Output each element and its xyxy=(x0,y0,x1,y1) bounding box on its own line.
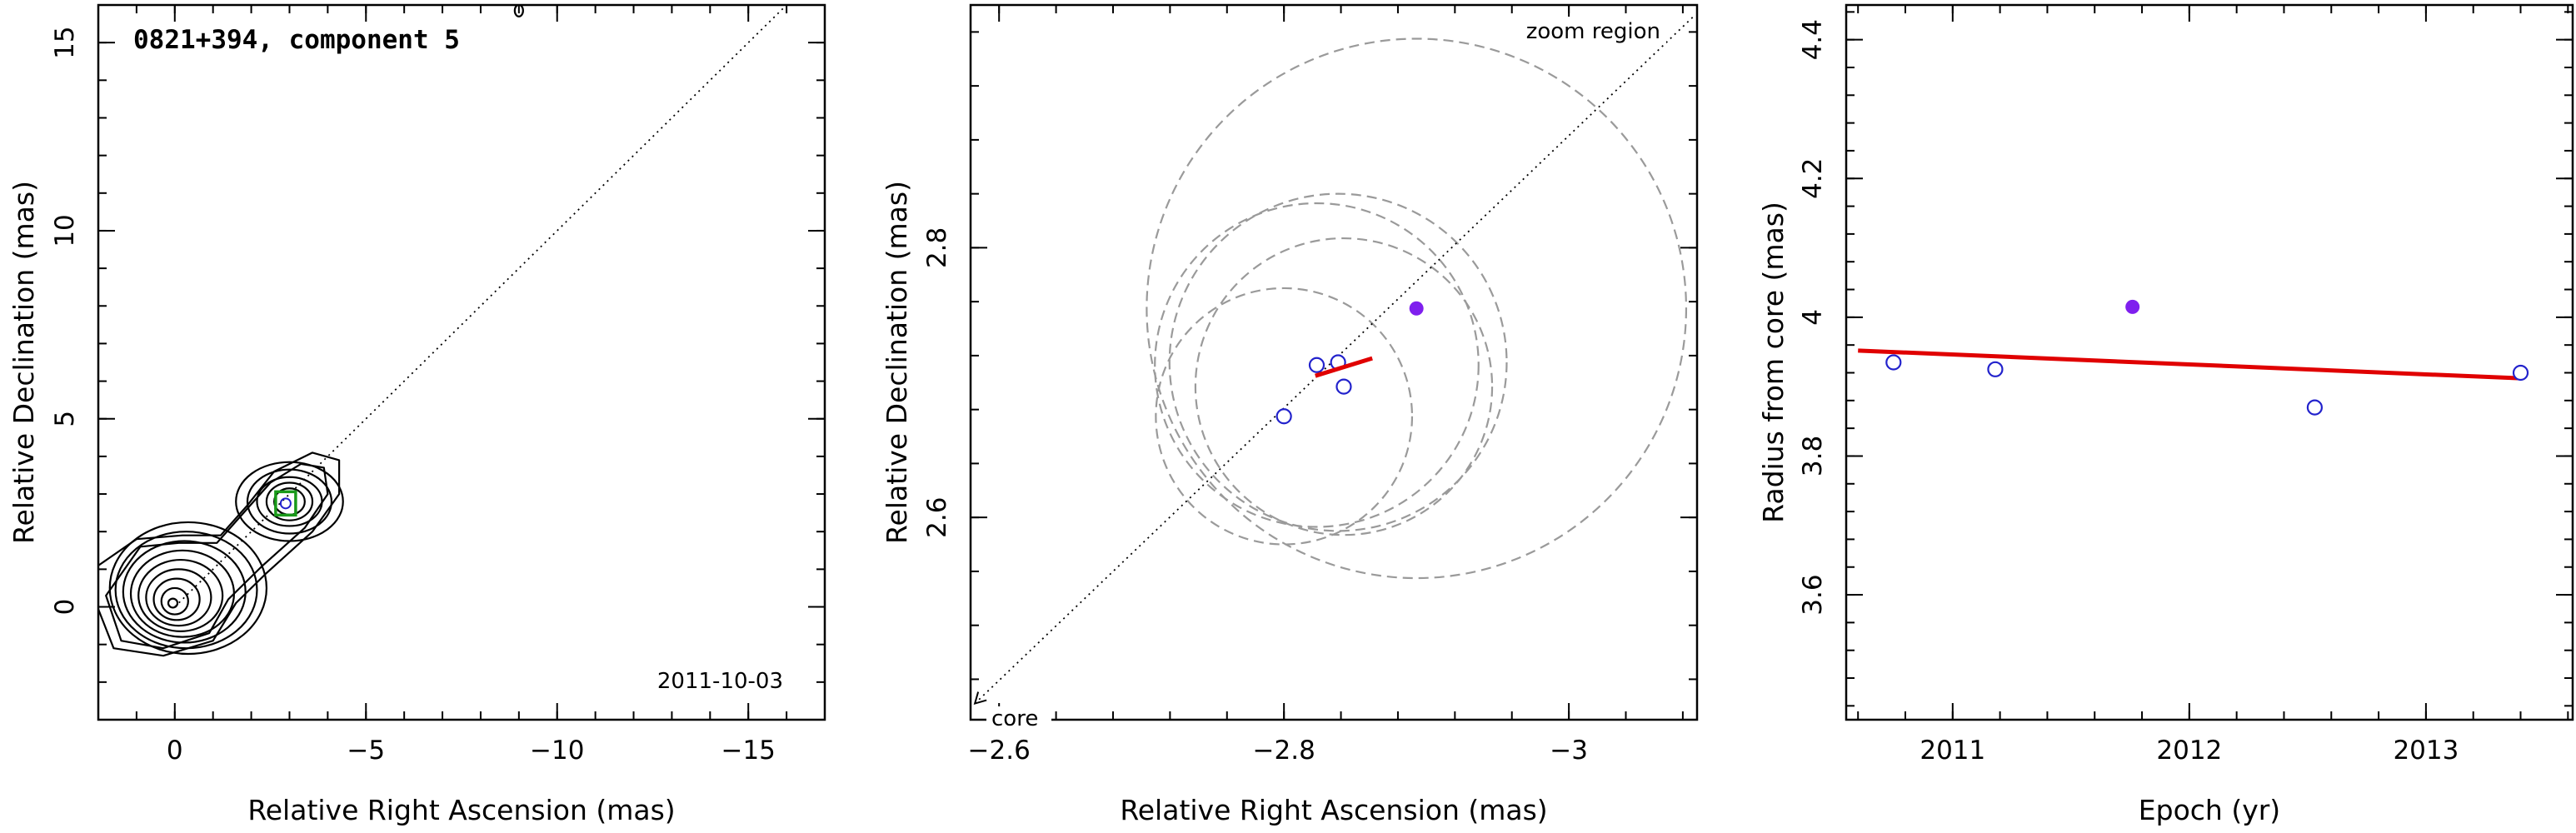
right-x-axis-label: Epoch (yr) xyxy=(2139,794,2280,826)
knot-contour xyxy=(246,468,333,535)
middle-plot-frame xyxy=(969,3,1699,721)
left-panel-date: 2011-10-03 xyxy=(657,669,783,694)
left-y-tick-label: 5 xyxy=(50,411,80,427)
core-contour xyxy=(137,558,224,632)
right-y-axis-label: Radius from core (mas) xyxy=(1757,202,1790,523)
right-panel: 2011 2012 2013 3.6 3.8 4 4.2 4.4 Epoch (yr) Rad… xyxy=(1757,3,2574,826)
jet-direction-line xyxy=(174,4,787,608)
knot-contour xyxy=(265,481,314,521)
radius-point xyxy=(1987,361,2004,377)
core-contour xyxy=(152,577,201,621)
core-contour xyxy=(167,597,179,609)
right-y-tick-label: 4 xyxy=(1798,309,1828,326)
core-contour xyxy=(145,568,212,627)
left-y-tick-label: 0 xyxy=(50,599,80,616)
middle-axis-ticks: −2.6 −2.8 −3 2.6 2.8 xyxy=(922,5,1697,766)
zoom-label-background xyxy=(1500,17,1666,45)
outer-contour xyxy=(105,462,329,650)
middle-y-tick-label: 2.8 xyxy=(922,227,952,268)
left-x-tick-label: −15 xyxy=(721,736,775,766)
left-y-axis-label: Relative Declination (mas) xyxy=(7,181,40,544)
left-y-tick-label: 10 xyxy=(50,214,80,247)
core-label-background xyxy=(986,706,1051,730)
right-y-tick-label: 3.6 xyxy=(1798,574,1828,615)
radius-point xyxy=(1885,354,1902,371)
model-circle xyxy=(1154,202,1480,528)
position-points xyxy=(1276,301,1424,425)
right-y-tick-label: 3.8 xyxy=(1798,436,1828,476)
position-point xyxy=(1335,378,1352,395)
model-circle xyxy=(1194,237,1494,536)
left-panel-title: 0821+394, component 5 xyxy=(133,25,460,55)
left-panel: 0 −5 −10 −15 0 5 10 15 0821+394, component 5 20… xyxy=(7,3,826,826)
position-fit-segment xyxy=(1315,356,1373,378)
middle-y-tick-label: 2.6 xyxy=(922,497,952,538)
right-y-tick-label: 4.2 xyxy=(1798,158,1828,199)
right-x-tick-label: 2011 xyxy=(1920,736,1985,766)
core-contour xyxy=(160,586,189,616)
component-box xyxy=(274,490,297,517)
component-point xyxy=(279,497,292,510)
position-point xyxy=(1276,408,1292,425)
left-x-tick-label: 0 xyxy=(167,736,183,766)
outer-contour xyxy=(98,451,341,657)
right-y-tick-label: 4.4 xyxy=(1798,19,1828,60)
right-x-tick-label: 2013 xyxy=(2393,736,2459,766)
middle-x-tick-label: −2.8 xyxy=(1253,736,1315,766)
radius-fit-line xyxy=(1858,348,2521,381)
left-x-tick-label: −10 xyxy=(530,736,584,766)
model-circle xyxy=(1146,37,1688,580)
left-x-tick-label: −5 xyxy=(347,736,385,766)
left-axis-ticks: 0 −5 −10 −15 0 5 10 15 xyxy=(50,5,825,766)
right-x-tick-label: 2012 xyxy=(2156,736,2222,766)
zoom-region-label: zoom region xyxy=(1526,19,1660,44)
core-direction-arrow xyxy=(973,691,987,706)
model-circle xyxy=(1168,192,1508,532)
source-contours xyxy=(98,5,524,657)
left-x-axis-label: Relative Right Ascension (mas) xyxy=(247,794,675,826)
current-position-point xyxy=(1409,301,1424,316)
middle-panel: −2.6 −2.8 −3 2.6 2.8 core zoom region Relati… xyxy=(881,3,1699,826)
knot-contour xyxy=(235,461,344,542)
core-contour xyxy=(108,521,268,656)
model-circle xyxy=(1155,287,1414,546)
current-radius-point xyxy=(2125,299,2140,314)
right-axis-ticks: 2011 2012 2013 3.6 3.8 4 4.2 4.4 xyxy=(1798,5,2573,766)
middle-x-tick-label: −3 xyxy=(1550,736,1588,766)
knot-contour xyxy=(256,476,323,527)
model-circles xyxy=(1146,37,1688,580)
radius-points xyxy=(1885,299,2529,416)
left-y-tick-label: 15 xyxy=(50,26,80,58)
core-contour xyxy=(122,540,247,644)
radius-point xyxy=(2512,364,2529,382)
component-marker xyxy=(274,490,297,517)
core-label: core xyxy=(991,706,1038,731)
left-plot-frame xyxy=(97,3,826,721)
radius-point xyxy=(2306,399,2323,416)
middle-x-axis-label: Relative Right Ascension (mas) xyxy=(1120,794,1547,826)
position-point xyxy=(1308,357,1325,373)
middle-y-axis-label: Relative Declination (mas) xyxy=(881,181,913,544)
stray-contour xyxy=(513,5,524,17)
middle-x-tick-label: −2.6 xyxy=(968,736,1031,766)
jet-direction-line xyxy=(974,15,1695,705)
right-plot-frame xyxy=(1845,3,2574,721)
